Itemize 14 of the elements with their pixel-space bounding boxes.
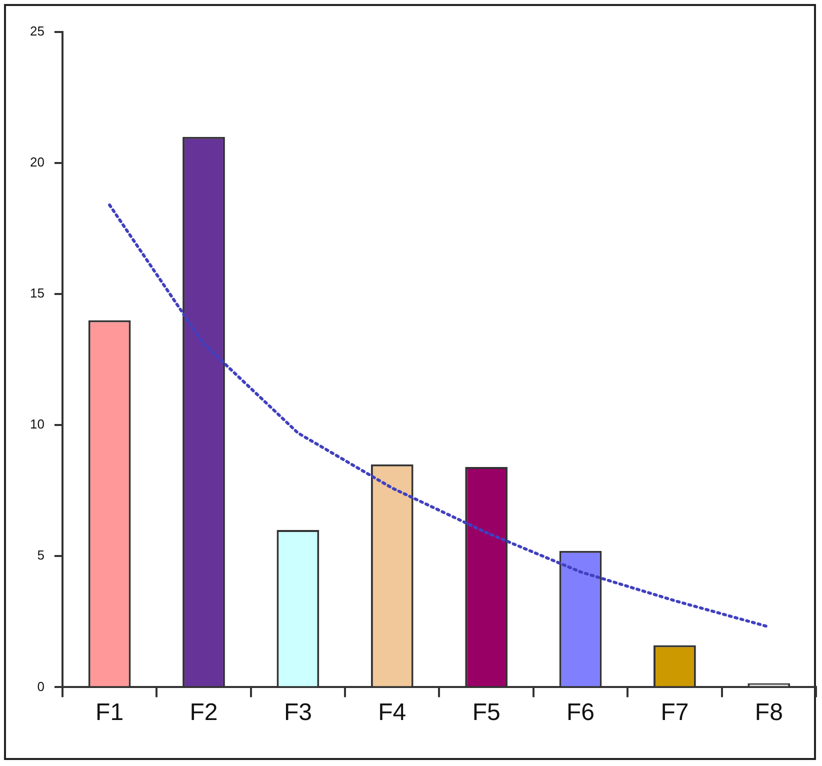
x-tick-label: F8: [754, 699, 783, 726]
y-tick-label: 10: [30, 416, 44, 432]
x-tick-label: F5: [472, 699, 500, 726]
y-tick-label: 5: [37, 548, 44, 563]
y-tick-label: 25: [30, 24, 44, 39]
x-tick-label: F6: [566, 699, 595, 726]
x-tick-label: F2: [190, 699, 218, 726]
x-tick-label: F3: [284, 699, 312, 726]
y-tick-label: 0: [37, 678, 44, 694]
y-tick-label: 20: [30, 154, 44, 170]
x-tick-label: F7: [660, 699, 689, 726]
y-tick-label: 15: [30, 286, 44, 301]
x-tick-label: F4: [378, 699, 406, 726]
x-tick-label: F1: [96, 699, 124, 726]
